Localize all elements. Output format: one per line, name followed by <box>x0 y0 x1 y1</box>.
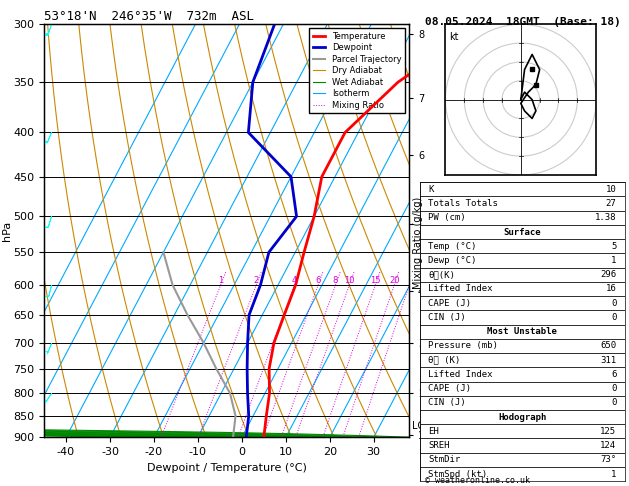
Bar <box>420 225 625 239</box>
Text: 311: 311 <box>600 356 616 364</box>
Text: 5: 5 <box>611 242 616 251</box>
Text: Most Unstable: Most Unstable <box>487 327 557 336</box>
Text: 8: 8 <box>333 276 338 285</box>
Text: 6: 6 <box>611 370 616 379</box>
Text: CIN (J): CIN (J) <box>428 313 466 322</box>
Text: Dewp (°C): Dewp (°C) <box>428 256 477 265</box>
Text: 08.05.2024  18GMT  (Base: 18): 08.05.2024 18GMT (Base: 18) <box>425 17 620 27</box>
Bar <box>420 339 625 353</box>
Text: 125: 125 <box>600 427 616 436</box>
Text: 1: 1 <box>611 256 616 265</box>
Bar <box>420 253 625 268</box>
Text: 0: 0 <box>611 384 616 393</box>
Bar <box>420 367 625 382</box>
Text: θᴇ (K): θᴇ (K) <box>428 356 460 364</box>
Text: 0: 0 <box>611 399 616 407</box>
Text: SREH: SREH <box>428 441 450 450</box>
Bar <box>420 296 625 311</box>
Text: Lifted Index: Lifted Index <box>428 370 493 379</box>
Text: Lifted Index: Lifted Index <box>428 284 493 294</box>
Text: 1: 1 <box>611 469 616 479</box>
Text: 73°: 73° <box>600 455 616 464</box>
Text: 16: 16 <box>606 284 616 294</box>
Bar <box>420 282 625 296</box>
X-axis label: Dewpoint / Temperature (°C): Dewpoint / Temperature (°C) <box>147 463 306 473</box>
Text: 53°18'N  246°35'W  732m  ASL: 53°18'N 246°35'W 732m ASL <box>44 10 254 23</box>
Text: CAPE (J): CAPE (J) <box>428 299 471 308</box>
Bar <box>420 438 625 452</box>
Text: 2: 2 <box>253 276 259 285</box>
Text: kt: kt <box>449 32 459 42</box>
Text: 27: 27 <box>606 199 616 208</box>
Bar <box>420 268 625 282</box>
Text: 1: 1 <box>218 276 223 285</box>
Bar <box>420 239 625 253</box>
Text: 15: 15 <box>370 276 381 285</box>
Bar <box>420 382 625 396</box>
Text: 0: 0 <box>611 313 616 322</box>
Text: LCL: LCL <box>413 421 430 431</box>
Bar <box>420 325 625 339</box>
Text: PW (cm): PW (cm) <box>428 213 466 222</box>
Text: 650: 650 <box>600 342 616 350</box>
Bar <box>420 396 625 410</box>
Bar <box>420 467 625 481</box>
Text: Pressure (mb): Pressure (mb) <box>428 342 498 350</box>
Text: StmDir: StmDir <box>428 455 460 464</box>
Text: 10: 10 <box>344 276 355 285</box>
Bar <box>420 311 625 325</box>
Bar <box>420 196 625 211</box>
Text: Mixing Ratio (g/kg): Mixing Ratio (g/kg) <box>413 197 423 289</box>
Text: CIN (J): CIN (J) <box>428 399 466 407</box>
Bar <box>420 424 625 438</box>
Text: K: K <box>428 185 434 194</box>
Legend: Temperature, Dewpoint, Parcel Trajectory, Dry Adiabat, Wet Adiabat, Isotherm, Mi: Temperature, Dewpoint, Parcel Trajectory… <box>309 29 404 113</box>
Text: 20: 20 <box>389 276 399 285</box>
Text: 296: 296 <box>600 270 616 279</box>
Text: 1.38: 1.38 <box>595 213 616 222</box>
Text: CAPE (J): CAPE (J) <box>428 384 471 393</box>
Text: Temp (°C): Temp (°C) <box>428 242 477 251</box>
Y-axis label: hPa: hPa <box>2 221 12 241</box>
Y-axis label: km
ASL: km ASL <box>429 220 447 242</box>
Text: 6: 6 <box>316 276 321 285</box>
Text: 124: 124 <box>600 441 616 450</box>
Text: EH: EH <box>428 427 439 436</box>
Text: Surface: Surface <box>504 227 541 237</box>
Text: 4: 4 <box>292 276 297 285</box>
Text: 0: 0 <box>611 299 616 308</box>
Text: Hodograph: Hodograph <box>498 413 547 421</box>
Text: StmSpd (kt): StmSpd (kt) <box>428 469 487 479</box>
Bar <box>420 410 625 424</box>
Bar <box>420 452 625 467</box>
Text: 10: 10 <box>606 185 616 194</box>
Bar <box>420 211 625 225</box>
Bar <box>420 353 625 367</box>
Bar <box>420 182 625 196</box>
Text: © weatheronline.co.uk: © weatheronline.co.uk <box>425 476 530 485</box>
Text: Totals Totals: Totals Totals <box>428 199 498 208</box>
Text: θᴇ(K): θᴇ(K) <box>428 270 455 279</box>
